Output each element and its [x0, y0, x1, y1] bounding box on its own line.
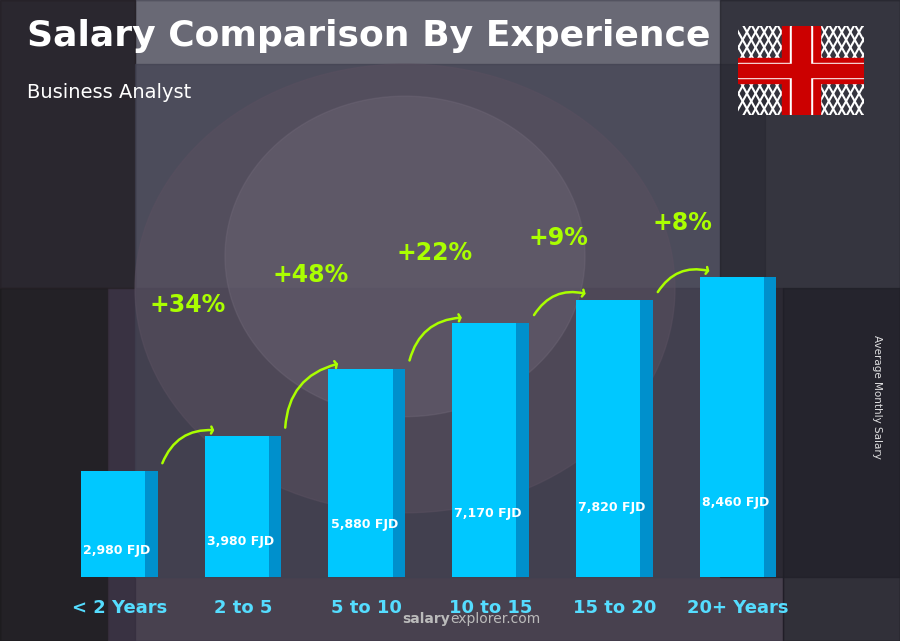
Bar	[782, 26, 820, 115]
Polygon shape	[145, 471, 158, 577]
Text: 20+ Years: 20+ Years	[688, 599, 788, 617]
Bar	[204, 436, 269, 577]
Bar	[738, 64, 864, 77]
Text: 7,170 FJD: 7,170 FJD	[454, 507, 522, 520]
Text: +22%: +22%	[397, 240, 472, 265]
Ellipse shape	[135, 64, 675, 513]
Text: Salary Comparison By Experience: Salary Comparison By Experience	[27, 19, 710, 53]
Polygon shape	[517, 323, 529, 577]
Text: 8,460 FJD: 8,460 FJD	[702, 495, 770, 508]
Bar	[81, 471, 145, 577]
Bar	[738, 58, 864, 83]
Bar	[720, 0, 900, 577]
Bar	[135, 64, 765, 577]
Text: +34%: +34%	[149, 293, 225, 317]
Polygon shape	[640, 300, 652, 577]
Bar	[792, 26, 810, 115]
Text: 2 to 5: 2 to 5	[214, 599, 272, 617]
Text: 15 to 20: 15 to 20	[572, 599, 656, 617]
Ellipse shape	[225, 96, 585, 417]
Polygon shape	[392, 369, 405, 577]
Text: Average Monthly Salary: Average Monthly Salary	[872, 335, 883, 460]
Text: 3,980 FJD: 3,980 FJD	[207, 535, 274, 548]
Bar	[738, 63, 864, 78]
Bar	[0, 288, 108, 641]
Text: Business Analyst: Business Analyst	[27, 83, 191, 103]
Text: explorer.com: explorer.com	[450, 612, 540, 626]
Text: < 2 Years: < 2 Years	[72, 599, 166, 617]
Text: 2,980 FJD: 2,980 FJD	[83, 544, 150, 557]
Bar	[576, 300, 640, 577]
Bar	[699, 278, 764, 577]
Bar	[789, 26, 813, 115]
Text: 5 to 10: 5 to 10	[331, 599, 402, 617]
Bar	[0, 0, 135, 641]
Polygon shape	[764, 278, 777, 577]
Bar	[452, 323, 517, 577]
Polygon shape	[269, 436, 282, 577]
Bar	[0, 0, 135, 288]
Bar	[108, 288, 783, 641]
Text: 5,880 FJD: 5,880 FJD	[330, 519, 398, 531]
Text: +8%: +8%	[652, 211, 712, 235]
Text: 10 to 15: 10 to 15	[449, 599, 532, 617]
Text: +9%: +9%	[528, 226, 589, 250]
Bar	[328, 369, 392, 577]
Text: salary: salary	[402, 612, 450, 626]
Text: 7,820 FJD: 7,820 FJD	[578, 501, 645, 514]
Bar	[783, 288, 900, 641]
Text: +48%: +48%	[273, 263, 349, 287]
